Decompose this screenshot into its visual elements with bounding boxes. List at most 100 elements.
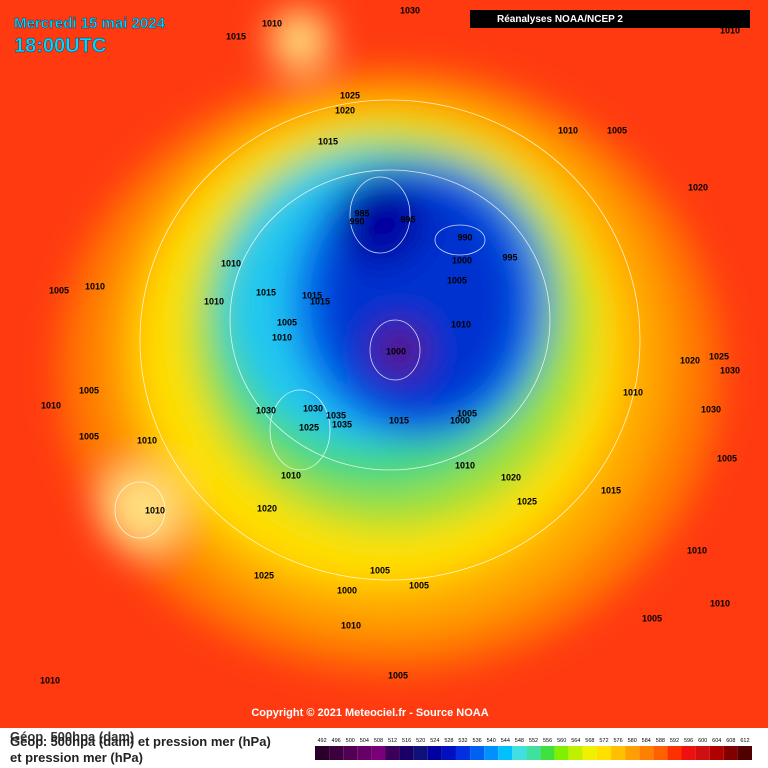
isobar-label: 1025 [709,351,729,361]
colorbar-label: 556 [543,738,552,744]
isobar-label: 1010 [145,505,165,515]
colorbar-label: 552 [529,738,538,744]
source: Réanalyses NOAA/NCEP 2 [497,14,623,25]
isobar-label: 1015 [226,31,246,41]
colorbar-label: 508 [374,738,383,744]
isobar-label: 1035 [326,410,346,420]
isobar-label: 1010 [85,281,105,291]
colorbar-label: 540 [487,738,496,744]
isobar-label: 1000 [452,255,472,265]
isobar-label: 1010 [41,400,61,410]
time: 18:00UTC [14,35,106,57]
isobar-label: 1005 [388,670,408,680]
isobar-label: 1010 [558,125,578,135]
isobar-label: 1000 [386,346,406,356]
colorbar-label: 536 [473,738,482,744]
isobar-label: 1015 [310,296,330,306]
colorbar-label: 492 [317,738,326,744]
isobar-label: 1005 [607,125,627,135]
colorbar-swatch [611,746,626,760]
isobar-label: 1010 [272,332,292,342]
colorbar-label: 564 [571,738,580,744]
isobar-label: 1010 [455,460,475,470]
isobar-label: 1005 [79,385,99,395]
isobar-label: 1010 [137,435,157,445]
isobar-label: 1020 [257,503,277,513]
colorbar-label: 512 [388,738,397,744]
colorbar-label: 524 [430,738,439,744]
isobar-label: 1025 [299,422,319,432]
isobar-label: 1010 [204,296,224,306]
colorbar-label: 572 [599,738,608,744]
colorbar-label: 516 [402,738,411,744]
isobar-label: 1000 [450,415,470,425]
colorbar-label: 528 [444,738,453,744]
colorbar-swatch [554,746,569,760]
colorbar-label: 560 [557,738,566,744]
colorbar-swatch [568,746,583,760]
colorbar-label: 568 [585,738,594,744]
colorbar-swatch [540,746,555,760]
isobar-label: 1010 [221,258,241,268]
colorbar-swatch [681,746,696,760]
isobar-label: 1030 [701,404,721,414]
isobar-label: 1015 [601,485,621,495]
colorbar-swatch [385,746,400,760]
isobar-label: 1030 [303,403,323,413]
isobar-label: 1030 [720,365,740,375]
isobar-labels: 1010 1015 1030 1010 1025 1020 1015 1010 1005 1020… [40,5,740,685]
isobar-label: 1010 [451,319,471,329]
isobar-label: 1020 [688,182,708,192]
colorbar-label: 544 [501,738,510,744]
isobar-label: 1015 [318,136,338,146]
isobar-label: 1010 [40,675,60,685]
colorbar-swatch [737,746,752,760]
isobar-label: 1005 [642,613,662,623]
isobar-label: 1035 [332,419,352,429]
colorbar-swatch [653,746,668,760]
isobar-label: 1025 [254,570,274,580]
isobar-label: 1030 [256,405,276,415]
copyright: Copyright © 2021 Meteociel.fr - Source N… [251,707,488,719]
colorbar-label: 608 [726,738,735,744]
isobar-label: 1005 [79,431,99,441]
colorbar-label: 612 [740,738,749,744]
colorbar-swatch [399,746,414,760]
colorbar-swatch [512,746,527,760]
colorbar-swatch [343,746,358,760]
isobar-label: 995 [502,252,517,262]
isobar-label: 985 [354,208,369,218]
legend-line: Géop. 500hpa (dam) et pression mer (hPa) [10,734,271,749]
colorbar: 492 496 500 504 508 512 516 520 524 528 532 536 540 5… [315,738,752,760]
colorbar-label: 584 [642,738,651,744]
colorbar-label: 604 [712,738,721,744]
colorbar-swatch [371,746,386,760]
colorbar-label: 600 [698,738,707,744]
isobar-label: 1020 [335,105,355,115]
colorbar-swatch [427,746,442,760]
colorbar-swatch [315,746,330,760]
isobar-label: 1010 [281,470,301,480]
isobar-label: 1000 [337,585,357,595]
isobar-label: 1010 [720,25,740,35]
colorbar-label: 532 [458,738,467,744]
colorbar-label: 580 [628,738,637,744]
isobar-label: 1010 [687,545,707,555]
colorbar-swatch [329,746,344,760]
date: Mercredi 15 mai 2024 [14,15,166,32]
isobar-label: 1020 [501,472,521,482]
geopotential-field [0,0,768,728]
colorbar-label: 592 [670,738,679,744]
source-box [470,10,750,28]
colorbar-swatch [526,746,541,760]
isobar-label: 1030 [400,5,420,15]
isobar-label: 1005 [277,317,297,327]
colorbar-label: 520 [416,738,425,744]
isobar-label: 1020 [680,355,700,365]
colorbar-label: 548 [515,738,524,744]
colorbar-swatch [470,746,485,760]
isobar-label: 1010 [623,387,643,397]
colorbar-swatch [357,746,372,760]
colorbar-swatch [582,746,597,760]
